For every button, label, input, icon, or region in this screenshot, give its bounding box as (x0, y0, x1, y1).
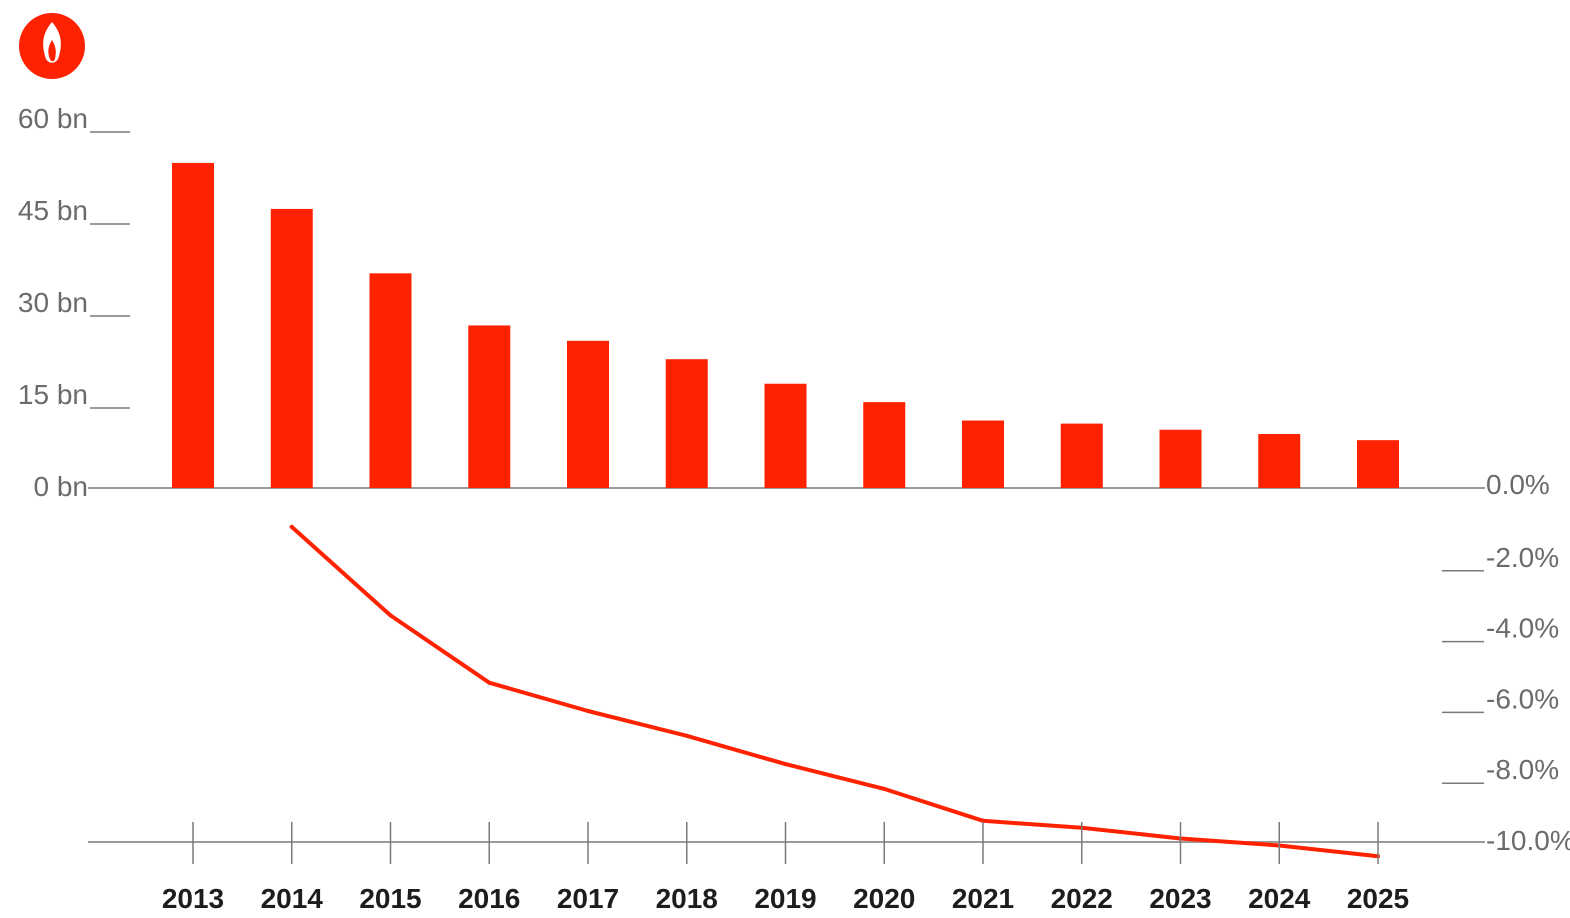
x-tick-label: 2023 (1149, 883, 1211, 913)
x-tick-label: 2024 (1248, 883, 1311, 913)
line-series (289, 524, 1380, 859)
x-tick-label: 2015 (359, 883, 421, 913)
line-point-2021 (981, 818, 985, 823)
left-y-tick-label: 45 bn (18, 195, 88, 226)
bar-series (172, 162, 1399, 488)
bar-2019 (764, 383, 807, 488)
bar-2022 (1060, 423, 1103, 488)
bar-2013 (172, 162, 214, 488)
x-tick-label: 2022 (1051, 883, 1113, 913)
x-tick-label: 2017 (557, 883, 619, 913)
line-point-2014 (289, 524, 294, 529)
x-tick-label: 2019 (754, 883, 816, 913)
x-tick-label: 2016 (458, 883, 520, 913)
bar-2015 (369, 273, 412, 488)
right-y-tick-label: -8.0% (1486, 754, 1559, 785)
x-tick-label: 2021 (952, 883, 1014, 913)
right-y-axis: 0.0% -2.0% -4.0% -6.0% -8.0% -10.0% (1442, 469, 1570, 856)
left-y-tick-label: 30 bn (18, 287, 88, 318)
bar-2025 (1357, 440, 1399, 488)
x-tick-label: 2020 (853, 883, 915, 913)
line-point-2016 (487, 680, 492, 685)
bar-2020 (863, 402, 906, 488)
bar-2021 (962, 420, 1004, 488)
bar-2023 (1159, 429, 1202, 488)
bar-2017 (567, 340, 609, 488)
x-tick-label: 2025 (1347, 883, 1409, 913)
x-tick-label: 2018 (656, 883, 718, 913)
left-y-tick-label: 15 bn (18, 379, 88, 410)
right-y-tick-label: 0.0% (1486, 469, 1550, 500)
x-axis: 2013 2014 2015 2016 2017 2018 2019 2020 2021 2022… (162, 822, 1409, 914)
left-y-tick-label: 60 bn (18, 103, 88, 134)
line-point-2017 (586, 709, 590, 713)
x-tick-label: 2013 (162, 883, 224, 913)
line-point-2015 (388, 613, 393, 618)
bar-2014 (270, 208, 313, 488)
flame-icon (19, 13, 85, 79)
line-point-2020 (882, 786, 887, 791)
line-path (289, 524, 1380, 859)
bar-2016 (468, 325, 511, 488)
line-point-2019 (783, 762, 788, 767)
left-y-axis: 0 bn 15 bn 30 bn 45 bn 60 bn (18, 103, 130, 502)
right-y-tick-label: -2.0% (1486, 542, 1559, 573)
left-y-tick-label: 0 bn (34, 471, 89, 502)
bar-2018 (665, 359, 708, 488)
right-y-tick-label: -6.0% (1486, 683, 1559, 714)
bar-2024 (1258, 434, 1301, 488)
right-y-tick-label: -4.0% (1486, 613, 1559, 644)
line-point-2018 (684, 733, 689, 738)
right-y-tick-label: -10.0% (1486, 825, 1570, 856)
x-tick-label: 2014 (261, 883, 324, 913)
